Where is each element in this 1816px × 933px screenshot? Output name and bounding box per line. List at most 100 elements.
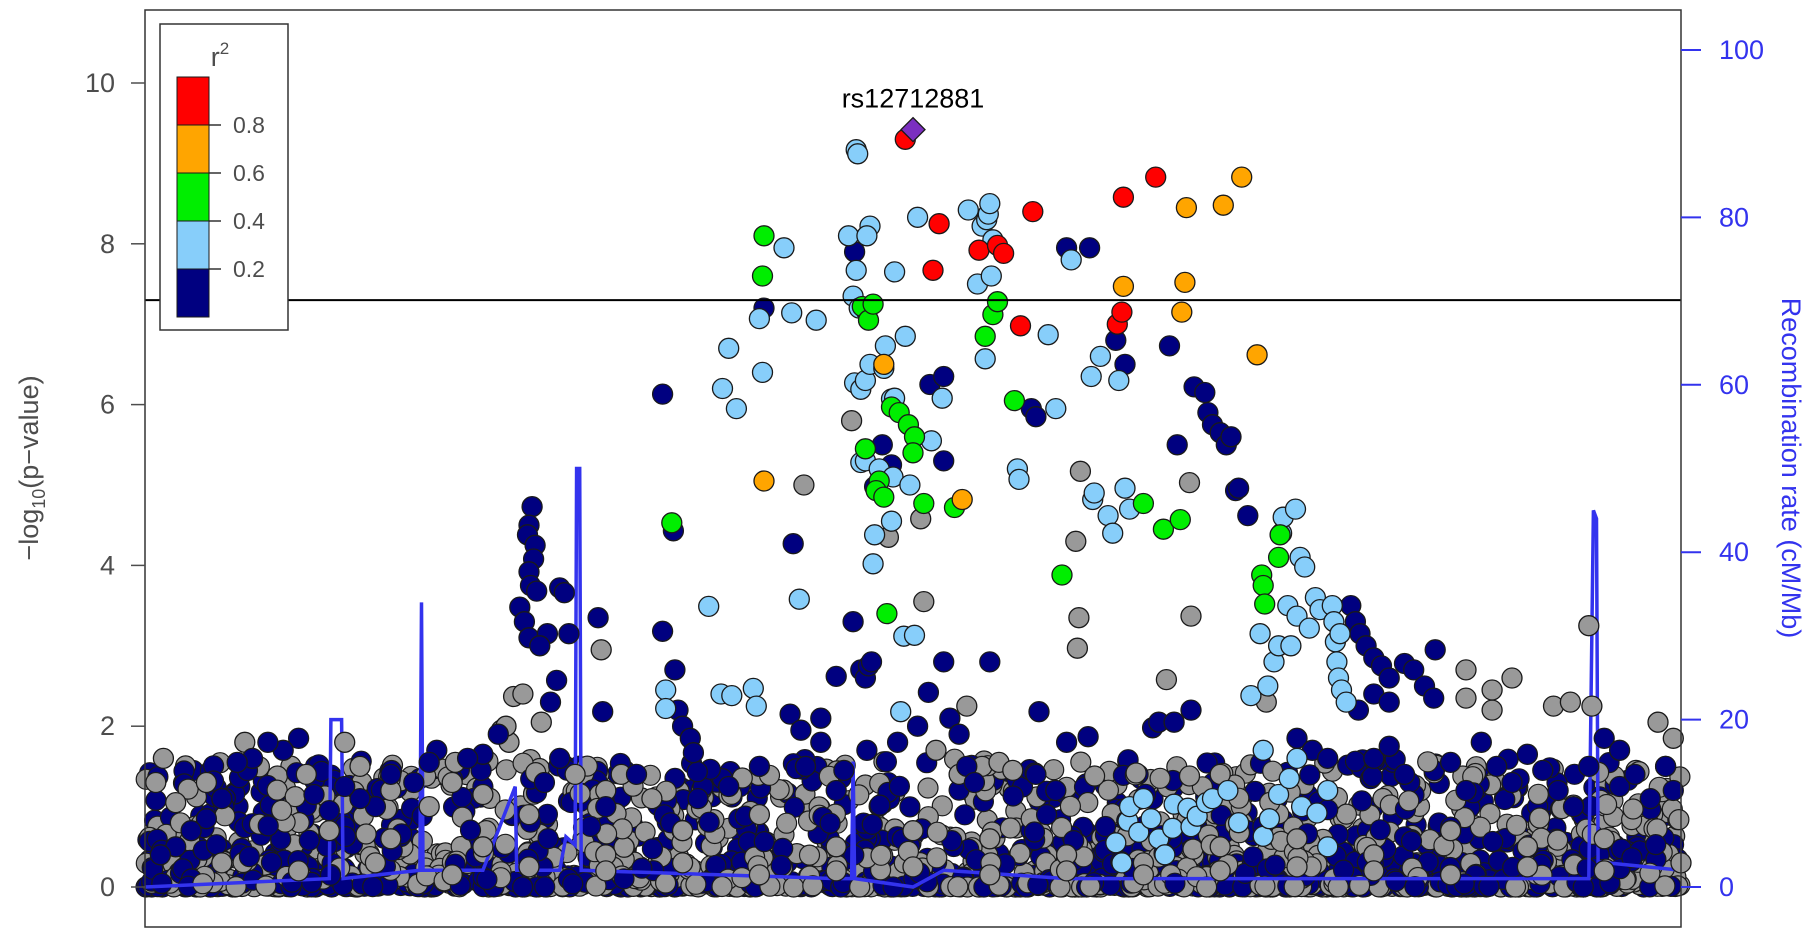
snp-point	[664, 659, 686, 681]
left-axis: 0 2 4 6 8 10	[85, 68, 145, 902]
snp-point	[1469, 816, 1492, 838]
snp-point	[773, 237, 795, 259]
snp-point	[906, 715, 929, 737]
snp-point	[698, 595, 720, 618]
snp-point	[145, 771, 167, 794]
right-tick-label: 60	[1719, 370, 1749, 400]
snp-point	[745, 695, 767, 717]
snp-point	[1154, 844, 1176, 866]
snp-point	[968, 239, 990, 261]
snp-point	[355, 823, 377, 845]
y-axis-label-left-sub: 10	[29, 489, 49, 509]
snp-point	[979, 864, 1001, 886]
snp-point	[1378, 691, 1400, 713]
snp-point	[613, 836, 635, 858]
snp-point	[790, 719, 812, 741]
snp-point	[1267, 783, 1290, 806]
snp-point	[255, 875, 277, 897]
snp-point	[214, 805, 236, 827]
snp-point	[882, 876, 904, 898]
snp-point	[257, 815, 279, 837]
snp-point	[902, 442, 924, 464]
snp-point	[1562, 795, 1585, 818]
snp-point	[1286, 856, 1308, 878]
legend-label: 0.2	[233, 256, 265, 282]
snp-point	[1254, 593, 1276, 615]
left-tick-label: 0	[100, 872, 115, 902]
snp-point	[225, 875, 247, 898]
snp-point	[362, 875, 384, 898]
snp-point	[1378, 735, 1400, 757]
snp-point	[880, 510, 903, 532]
snp-point	[1180, 699, 1202, 721]
right-tick-label: 20	[1719, 705, 1749, 735]
snp-point	[1055, 731, 1078, 753]
snp-point	[1581, 695, 1603, 717]
snp-point	[266, 779, 288, 801]
snp-point	[349, 755, 371, 778]
legend-swatch	[176, 220, 210, 270]
snp-point	[1194, 381, 1216, 404]
lead-snp-layer: rs12712881	[842, 84, 984, 143]
snp-point	[870, 844, 892, 866]
snp-point	[1025, 406, 1047, 428]
snp-point	[1424, 639, 1446, 661]
snp-point	[1527, 783, 1549, 805]
snp-point	[165, 791, 187, 814]
snp-point	[687, 787, 709, 810]
snp-point	[1403, 659, 1425, 681]
snp-point	[539, 691, 562, 713]
snp-point	[1068, 607, 1090, 629]
snp-point	[979, 651, 1001, 673]
legend-swatch	[176, 268, 210, 318]
snp-point	[1132, 864, 1155, 886]
snp-point	[788, 588, 810, 610]
snp-point	[802, 875, 824, 897]
snp-point	[917, 681, 940, 704]
snp-point	[512, 683, 534, 705]
snp-point	[287, 727, 310, 749]
snp-point	[1132, 492, 1155, 515]
snp-point	[1003, 389, 1026, 412]
snp-point	[1209, 836, 1231, 858]
legend-swatch	[176, 76, 210, 126]
snp-point	[195, 808, 218, 830]
snp-point	[979, 828, 1001, 850]
snp-point	[1404, 875, 1426, 898]
snp-point	[1094, 815, 1117, 838]
snp-point	[1654, 875, 1676, 897]
snp-point	[1559, 691, 1582, 713]
snp-point	[913, 590, 935, 613]
snp-point	[1264, 854, 1286, 876]
snp-point	[1045, 397, 1067, 420]
left-tick-label: 8	[100, 229, 115, 259]
snp-point	[518, 856, 540, 878]
snp-point	[1361, 765, 1384, 788]
snp-point	[992, 242, 1015, 265]
snp-point	[1608, 739, 1631, 761]
snp-point	[364, 852, 387, 874]
snp-point	[1668, 808, 1690, 831]
snp-point	[511, 876, 534, 898]
snp-point	[472, 836, 494, 858]
snp-point	[553, 582, 575, 604]
snp-point	[1114, 477, 1136, 499]
snp-point	[1163, 711, 1185, 733]
snp-point	[151, 872, 173, 895]
snp-point	[1097, 779, 1120, 801]
snp-point	[1294, 556, 1316, 578]
snp-point	[1593, 860, 1615, 882]
snp-point	[145, 789, 167, 811]
snp-point	[1079, 875, 1101, 897]
snp-point	[928, 213, 950, 235]
snp-point	[1385, 870, 1407, 892]
snp-point	[1166, 434, 1188, 456]
snp-point	[1278, 767, 1300, 790]
snp-point	[494, 833, 516, 855]
snp-point	[149, 844, 172, 866]
snp-point	[1501, 771, 1523, 794]
snp-point	[840, 410, 863, 432]
snp-point	[1070, 751, 1092, 773]
snp-point	[948, 723, 970, 745]
